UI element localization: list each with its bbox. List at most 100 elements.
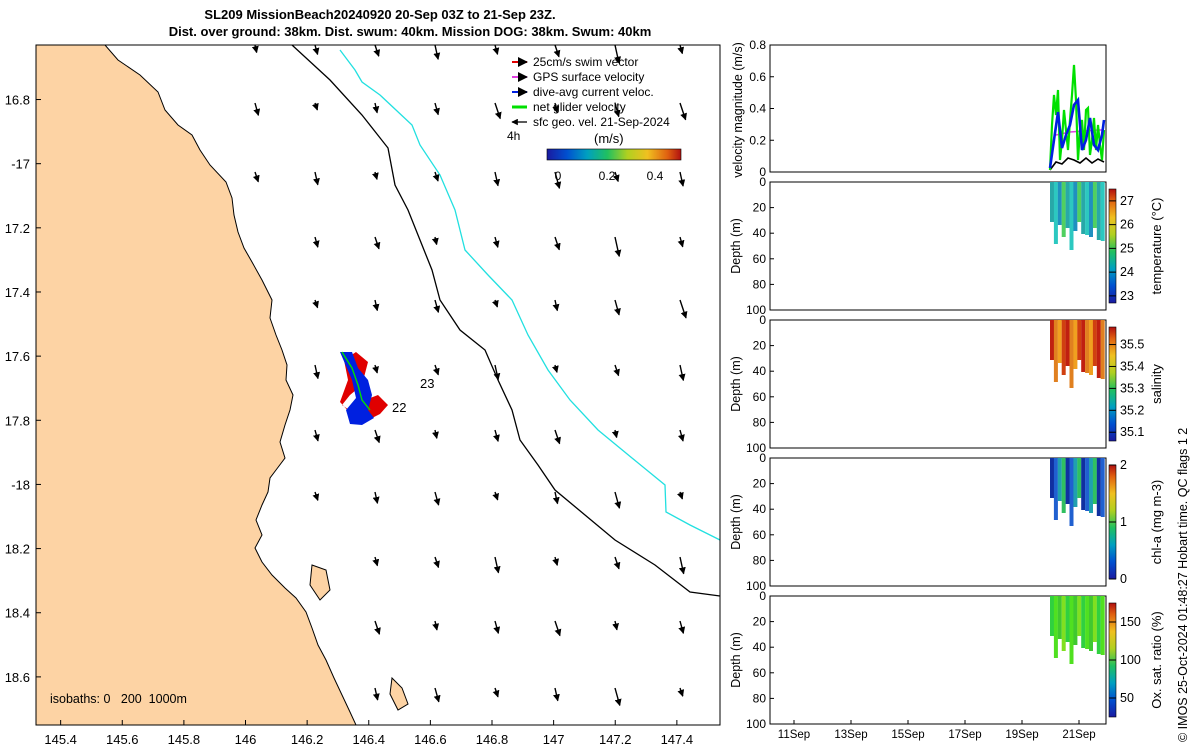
y-tick-label: 0 [759,313,766,327]
day-label-23: 23 [420,376,434,391]
y-tick-label: 60 [753,666,767,680]
profile-column [1100,596,1105,655]
vector-arrow [678,429,685,442]
current-vectors [340,352,374,425]
colorbar-tick-label: 100 [1120,653,1141,667]
net-velocity [341,351,371,411]
colorbar-tick-label: 26 [1120,218,1134,232]
colorbar-tick-label: 1 [1120,515,1127,529]
vector-arrow [372,491,380,504]
figure-title: SL209 MissionBeach20240920 20-Sep 03Z to… [0,6,760,40]
y-tick-label: 80 [753,553,767,567]
vector-arrow [374,620,381,635]
x-tick-label: 13Sep [834,729,867,741]
vector-arrow [492,687,500,698]
profile-column [1100,458,1105,517]
vector-arrow [677,236,685,248]
y-tick-label: 18.2 [5,542,30,557]
vector-arrow [373,236,381,250]
vector-arrow [612,171,620,183]
profile-column [1089,320,1093,375]
profile-column [1069,458,1074,526]
vector-arrow [613,102,621,118]
colorbar-tick-label: 35.2 [1120,403,1144,417]
colorbar [1108,188,1117,304]
map-frame [35,44,721,726]
x-tick-label: 146.2 [291,732,324,747]
velocity-panel: 0 0.2 0.4 0.6 0.8 velocity magnitude (m/s) [731,38,1107,179]
day-label-22: 22 [392,400,406,415]
profile-panel: 0 20 40 60 80 100 Depth (m) 35.5 35.4 35.3 35.2 35.… [729,313,1164,455]
y-tick-label: 60 [753,528,767,542]
profile-column [1053,182,1058,244]
isobath-200 [291,45,720,597]
x-tick-label: 147.4 [661,732,694,747]
y-tick-label: 100 [746,441,766,455]
colorbar-tick-label: 23 [1120,289,1134,303]
legend-label: sfc geo. vel. 21-Sep-2024 [533,115,670,129]
vector-arrow [373,429,381,444]
y-tick-label: 40 [753,640,767,654]
vector-arrow [611,429,619,439]
profile-column [1100,320,1105,379]
colorbar-tick-label: 35.3 [1120,381,1144,395]
x-tick-label: 15Sep [891,729,924,741]
vector-arrow [251,44,259,54]
profile-column [1089,596,1093,651]
vector-arrow [678,171,686,187]
profile-column [1065,458,1070,504]
profile-data [1050,596,1105,664]
y-axis-label: Depth (m) [729,494,743,550]
y-tick-label: 17.6 [5,349,30,364]
y-tick-label: 0.2 [749,133,766,147]
profile-column [1085,182,1090,235]
profile-panel: 0 20 40 60 80 100 Depth (m) 27 26 25 24 23 temperatu… [729,175,1164,317]
y-axis-label: Depth (m) [729,632,743,688]
map-panel: 23 22 145.4 145.6 145.8 146 146.2 146.4 146.6 1… [5,44,721,747]
vector-arrow [312,44,320,56]
colorbar-label: temperature (°C) [1149,198,1164,295]
vector-arrow [613,556,621,570]
vector-arrow [432,429,439,439]
vector-arrow [372,102,380,114]
series-black [1049,156,1105,171]
y-tick-label: 17.8 [5,413,30,428]
profile-column [1073,458,1078,507]
vector-arrow [678,620,686,635]
profile-column [1085,458,1090,511]
colorbar-label: Ox. sat. ratio (%) [1149,611,1164,709]
velocity-axes: 0 0.2 0.4 0.6 0.8 [749,38,774,179]
x-tick-label: 11Sep [778,729,810,741]
vector-arrow [553,44,561,58]
geostrophic-vector-field [251,44,688,707]
vector-arrow [252,171,260,183]
y-axis-label: Depth (m) [729,218,743,274]
profile-panel: 0 20 40 60 80 100 Depth (m) 150 100 50 Ox. sat. ra… [729,589,1164,741]
vector-arrow [493,620,501,634]
series-blue [1048,96,1106,169]
profile-column [1053,458,1058,520]
y-tick-label: 0 [759,165,766,179]
y-tick-label: -18 [11,477,30,492]
profile-column [1073,320,1078,369]
vector-arrow [678,364,686,382]
profile-data [1050,458,1105,526]
vector-arrow [433,299,441,314]
isobath-1000 [339,49,720,541]
vector-arrow [313,364,321,380]
x-tick-label: 147.2 [599,732,632,747]
vector-arrow [372,687,380,701]
vector-arrow [492,491,499,501]
vector-arrow [677,491,684,500]
colorbar-tick-label: 35.1 [1120,425,1144,439]
vector-arrow [493,429,500,442]
y-tick-label: 0.8 [749,38,766,52]
profile-column [1085,596,1090,649]
vector-arrow [614,491,622,509]
vector-arrow [312,299,319,309]
y-tick-label: 18.6 [5,670,30,685]
y-tick-label: 0 [759,451,766,465]
profile-column [1077,458,1082,498]
